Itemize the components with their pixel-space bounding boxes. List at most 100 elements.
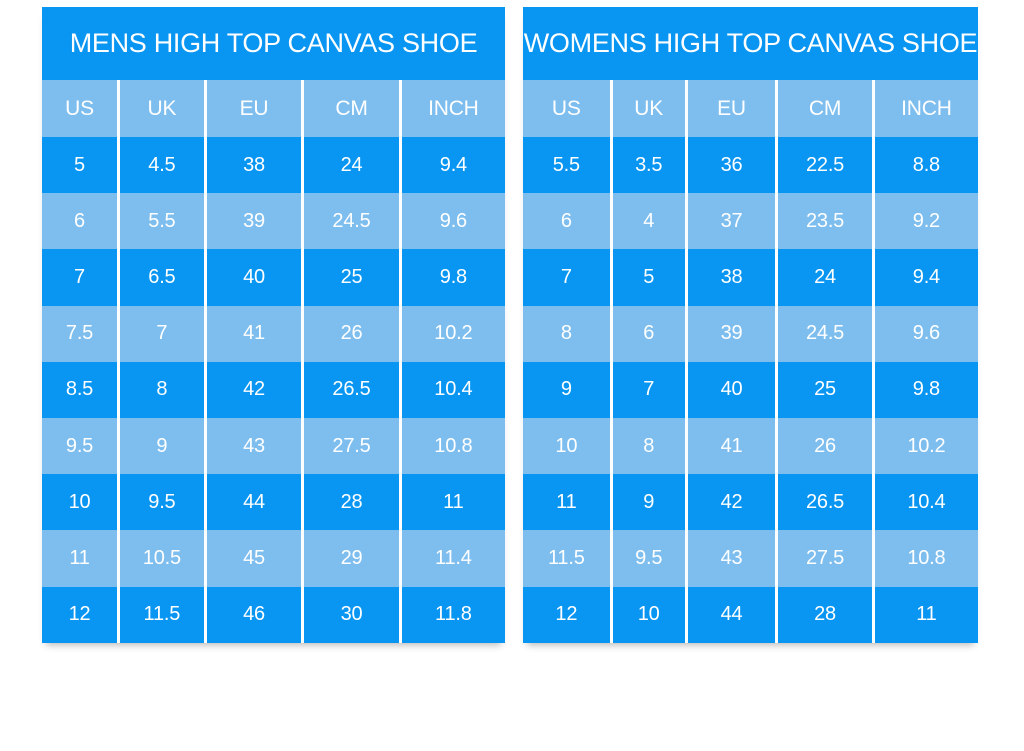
table-cell: 9 bbox=[523, 361, 610, 418]
column-header: UK bbox=[120, 80, 204, 137]
table-cell: 39 bbox=[687, 305, 776, 362]
table-cell: 7.5 bbox=[42, 305, 117, 362]
table-cell: 10.8 bbox=[874, 530, 978, 587]
table-cell: 10.4 bbox=[874, 474, 978, 531]
table-cell: 10 bbox=[42, 474, 117, 531]
table-cell: 43 bbox=[687, 530, 776, 587]
table-cell: 11.4 bbox=[401, 530, 505, 587]
table-cell: 6 bbox=[523, 193, 610, 250]
table-cell: 9.6 bbox=[401, 193, 505, 250]
table-cell: 6 bbox=[612, 305, 685, 362]
table-cell: 9.6 bbox=[874, 305, 978, 362]
column-header: US bbox=[42, 80, 117, 137]
table-cell: 45 bbox=[206, 530, 302, 587]
table-row: 12 11.5 46 30 11.8 bbox=[42, 586, 505, 643]
table-cell: 26 bbox=[778, 417, 872, 475]
table-cell: 9 bbox=[120, 417, 204, 475]
table-cell: 46 bbox=[206, 586, 302, 643]
table-cell: 41 bbox=[206, 305, 302, 362]
table-cell: 38 bbox=[687, 249, 776, 306]
table-cell: 8 bbox=[523, 305, 610, 362]
mens-header-row: US UK EU CM INCH bbox=[42, 80, 505, 137]
table-row: 9.5 9 43 27.5 10.8 bbox=[42, 417, 505, 475]
column-header: INCH bbox=[401, 80, 505, 137]
womens-table-title: WOMENS HIGH TOP CANVAS SHOE bbox=[523, 7, 978, 80]
womens-size-chart-table: WOMENS HIGH TOP CANVAS SHOE US UK EU CM INCH… bbox=[523, 7, 978, 643]
table-cell: 7 bbox=[42, 249, 117, 306]
table-row: 5 4.5 38 24 9.4 bbox=[42, 137, 505, 194]
table-row: 11.5 9.5 43 27.5 10.8 bbox=[523, 530, 978, 587]
table-cell: 11.5 bbox=[120, 586, 204, 643]
table-cell: 11 bbox=[401, 474, 505, 531]
mens-table-title: MENS HIGH TOP CANVAS SHOE bbox=[42, 7, 505, 80]
table-cell: 9.5 bbox=[120, 474, 204, 531]
table-cell: 8 bbox=[120, 361, 204, 418]
table-cell: 40 bbox=[206, 249, 302, 306]
table-cell: 9.2 bbox=[874, 193, 978, 250]
table-cell: 4 bbox=[612, 193, 685, 250]
column-header: INCH bbox=[874, 80, 978, 137]
table-cell: 11 bbox=[42, 530, 117, 587]
table-cell: 25 bbox=[304, 249, 399, 306]
table-cell: 11 bbox=[523, 474, 610, 531]
table-cell: 42 bbox=[687, 474, 776, 531]
table-cell: 27.5 bbox=[304, 417, 399, 475]
column-header: EU bbox=[687, 80, 776, 137]
table-row: 6 5.5 39 24.5 9.6 bbox=[42, 193, 505, 250]
table-cell: 10 bbox=[612, 586, 685, 643]
table-cell: 5 bbox=[42, 137, 117, 194]
table-cell: 9.5 bbox=[612, 530, 685, 587]
table-cell: 10.2 bbox=[401, 305, 505, 362]
table-cell: 3.5 bbox=[612, 137, 685, 194]
table-cell: 11.8 bbox=[401, 586, 505, 643]
table-cell: 6.5 bbox=[120, 249, 204, 306]
table-cell: 9.4 bbox=[401, 137, 505, 194]
table-row: 8 6 39 24.5 9.6 bbox=[523, 305, 978, 362]
table-cell: 11.5 bbox=[523, 530, 610, 587]
table-cell: 39 bbox=[206, 193, 302, 250]
table-cell: 10.2 bbox=[874, 417, 978, 475]
table-cell: 22.5 bbox=[778, 137, 872, 194]
table-cell: 40 bbox=[687, 361, 776, 418]
table-cell: 26 bbox=[304, 305, 399, 362]
table-cell: 27.5 bbox=[778, 530, 872, 587]
column-header: UK bbox=[612, 80, 685, 137]
table-cell: 24 bbox=[778, 249, 872, 306]
womens-header-row: US UK EU CM INCH bbox=[523, 80, 978, 137]
table-cell: 9.5 bbox=[42, 417, 117, 475]
table-cell: 41 bbox=[687, 417, 776, 475]
table-cell: 8.5 bbox=[42, 361, 117, 418]
table-row: 12 10 44 28 11 bbox=[523, 586, 978, 643]
table-cell: 26.5 bbox=[304, 361, 399, 418]
table-row: 10 8 41 26 10.2 bbox=[523, 417, 978, 475]
table-cell: 24.5 bbox=[304, 193, 399, 250]
table-cell: 8 bbox=[612, 417, 685, 475]
table-cell: 8.8 bbox=[874, 137, 978, 194]
table-cell: 9 bbox=[612, 474, 685, 531]
table-cell: 11 bbox=[874, 586, 978, 643]
table-cell: 42 bbox=[206, 361, 302, 418]
table-cell: 30 bbox=[304, 586, 399, 643]
table-cell: 44 bbox=[206, 474, 302, 531]
table-cell: 28 bbox=[778, 586, 872, 643]
table-cell: 28 bbox=[304, 474, 399, 531]
column-header: CM bbox=[304, 80, 399, 137]
table-cell: 26.5 bbox=[778, 474, 872, 531]
table-cell: 29 bbox=[304, 530, 399, 587]
table-cell: 44 bbox=[687, 586, 776, 643]
table-cell: 24 bbox=[304, 137, 399, 194]
table-row: 11 10.5 45 29 11.4 bbox=[42, 530, 505, 587]
table-row: 6 4 37 23.5 9.2 bbox=[523, 193, 978, 250]
table-cell: 38 bbox=[206, 137, 302, 194]
table-row: 7 6.5 40 25 9.8 bbox=[42, 249, 505, 306]
table-cell: 37 bbox=[687, 193, 776, 250]
table-row: 5.5 3.5 36 22.5 8.8 bbox=[523, 137, 978, 194]
column-header: CM bbox=[778, 80, 872, 137]
column-header: EU bbox=[206, 80, 302, 137]
table-cell: 43 bbox=[206, 417, 302, 475]
table-cell: 6 bbox=[42, 193, 117, 250]
table-cell: 5.5 bbox=[523, 137, 610, 194]
table-cell: 10.5 bbox=[120, 530, 204, 587]
table-cell: 25 bbox=[778, 361, 872, 418]
table-cell: 9.8 bbox=[401, 249, 505, 306]
